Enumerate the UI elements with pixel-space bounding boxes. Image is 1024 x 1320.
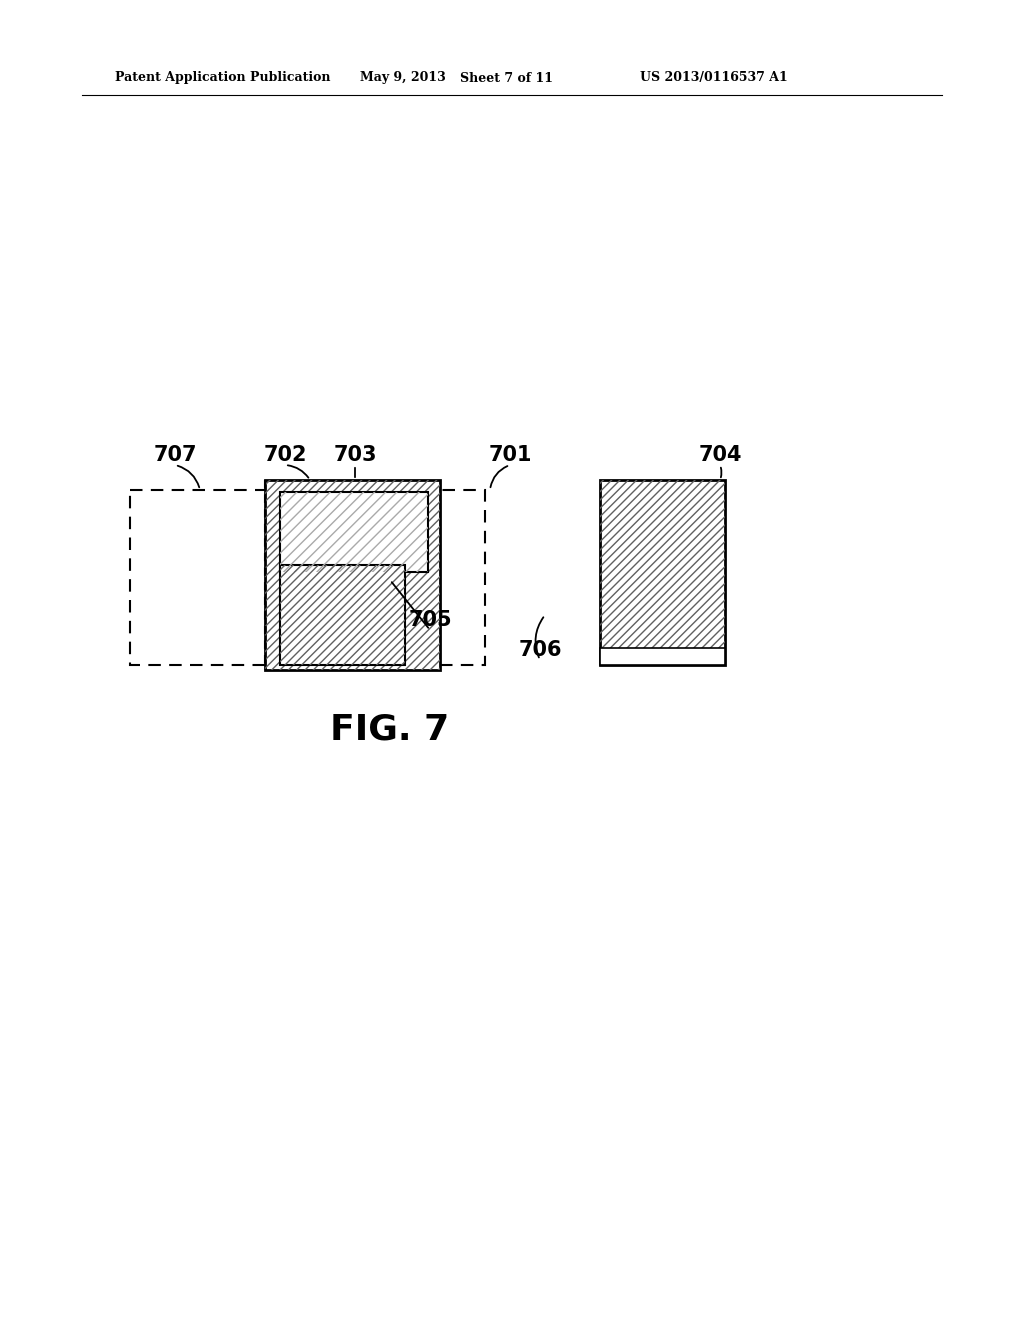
Bar — [600, 480, 725, 665]
Text: 707: 707 — [154, 445, 197, 465]
Text: 701: 701 — [488, 445, 531, 465]
Text: May 9, 2013: May 9, 2013 — [360, 71, 445, 84]
Bar — [130, 490, 485, 665]
Text: FIG. 7: FIG. 7 — [331, 713, 450, 747]
Text: Patent Application Publication: Patent Application Publication — [115, 71, 331, 84]
Bar — [265, 480, 440, 671]
Text: 703: 703 — [333, 445, 377, 465]
Bar — [280, 492, 428, 572]
Text: US 2013/0116537 A1: US 2013/0116537 A1 — [640, 71, 787, 84]
Bar — [280, 565, 406, 665]
Bar — [280, 492, 428, 572]
Bar — [280, 565, 406, 665]
Text: 704: 704 — [698, 445, 741, 465]
Text: 705: 705 — [409, 610, 452, 630]
Bar — [265, 480, 440, 671]
Bar — [600, 480, 725, 665]
Text: 702: 702 — [263, 445, 307, 465]
Text: Sheet 7 of 11: Sheet 7 of 11 — [460, 71, 553, 84]
Bar — [600, 648, 725, 665]
Text: 706: 706 — [518, 640, 562, 660]
